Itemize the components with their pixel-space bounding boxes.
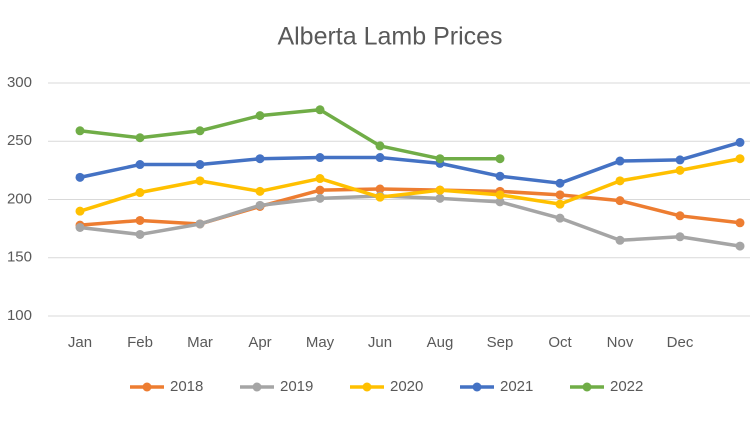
point [195,176,205,186]
point [675,165,685,175]
series [75,105,505,164]
point [435,193,445,203]
x-tick-label: Jun [368,334,392,351]
point [75,206,85,216]
point [435,154,445,164]
point [255,111,265,121]
point [75,126,85,136]
point [255,186,265,196]
x-tick-label: Jan [68,334,92,351]
legend-label: 2021 [500,378,533,395]
point [675,232,685,242]
point [495,171,505,181]
x-tick-label: Apr [248,334,271,351]
x-tick-label: Aug [427,334,454,351]
point [75,222,85,232]
point [735,218,745,228]
line [79,187,741,227]
line [79,140,741,185]
y-tick-label: 200 [7,190,32,207]
series [75,184,745,230]
point [615,235,625,245]
point [735,154,745,164]
point [555,213,565,223]
point [75,172,85,182]
point [315,193,325,203]
point [555,199,565,209]
legend-label: 2019 [280,378,313,395]
point [375,153,385,163]
point [495,197,505,207]
point [135,215,145,225]
point [735,241,745,251]
series [75,191,745,251]
point [615,156,625,166]
point [495,190,505,200]
point [255,154,265,164]
y-tick-label: 100 [7,307,32,324]
legend-marker [472,382,482,392]
point [135,188,145,198]
line [79,108,500,161]
point [375,184,385,194]
line [79,157,741,213]
legend-marker [362,382,372,392]
legend-label: 2018 [170,378,203,395]
point [555,178,565,188]
series [75,154,745,216]
legend-marker [252,382,262,392]
x-tick-label: Mar [187,334,213,351]
point [375,141,385,151]
x-tick-label: Dec [667,334,694,351]
point [135,133,145,143]
y-tick-label: 300 [7,74,32,91]
point [315,174,325,184]
point [375,192,385,202]
point [135,229,145,239]
legend-label: 2022 [610,378,643,395]
x-tick-label: May [306,334,335,351]
point [675,211,685,221]
x-tick-label: Nov [607,334,634,351]
legend-label: 2020 [390,378,423,395]
y-tick-label: 250 [7,132,32,149]
point [675,155,685,165]
chart-title: Alberta Lamb Prices [277,23,502,51]
point [735,137,745,147]
line [79,194,741,248]
point [555,190,565,200]
y-tick-label: 150 [7,249,32,266]
point [435,185,445,195]
point [315,105,325,115]
point [195,126,205,136]
point [195,219,205,229]
legend-marker [142,382,152,392]
point [195,160,205,170]
point [495,154,505,164]
point [315,185,325,195]
x-tick-label: Sep [487,334,514,351]
series [75,137,745,188]
point [615,196,625,206]
legend-marker [582,382,592,392]
point [255,200,265,210]
point [315,153,325,163]
x-tick-label: Feb [127,334,153,351]
point [615,176,625,186]
x-tick-label: Oct [548,334,572,351]
point [135,160,145,170]
